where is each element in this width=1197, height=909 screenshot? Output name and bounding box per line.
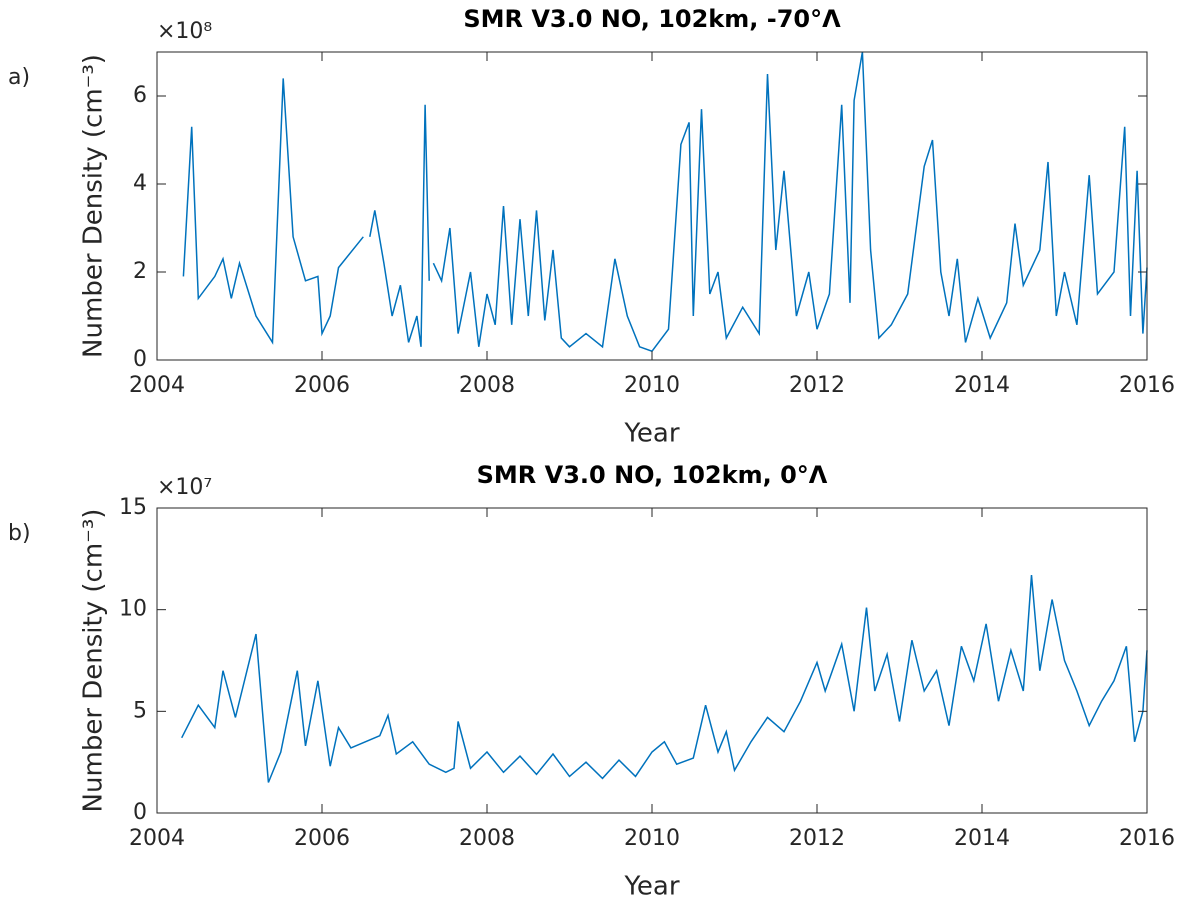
y-tick-label: 15: [119, 495, 147, 520]
plot-area: [157, 508, 1147, 813]
x-tick-label: 2016: [1119, 826, 1175, 851]
x-tick-label: 2014: [954, 373, 1010, 398]
data-line: [181, 575, 1148, 783]
y-tick-label: 0: [133, 800, 147, 825]
y-tick-label: 2: [133, 259, 147, 284]
x-tick-label: 2012: [789, 373, 845, 398]
chart-title: SMR V3.0 NO, 102km, 0°Λ: [477, 461, 828, 489]
y-tick-label: 0: [133, 347, 147, 372]
plot-area: [157, 52, 1147, 360]
x-tick-label: 2006: [294, 826, 350, 851]
y-tick-label: 4: [133, 171, 147, 196]
y-multiplier: ×10⁷: [157, 475, 212, 500]
y-tick-label: 10: [119, 597, 147, 622]
x-tick-label: 2008: [459, 373, 515, 398]
x-tick-label: 2004: [129, 826, 185, 851]
x-axis-label: Year: [623, 872, 679, 902]
data-line: [182, 51, 1148, 353]
y-multiplier: ×10⁸: [157, 19, 212, 44]
y-tick-label: 5: [133, 698, 147, 723]
x-tick-label: 2010: [624, 373, 680, 398]
x-tick-label: 2010: [624, 826, 680, 851]
x-tick-label: 2006: [294, 373, 350, 398]
x-axis-label: Year: [623, 419, 679, 449]
chart-title: SMR V3.0 NO, 102km, -70°Λ: [463, 5, 841, 33]
y-axis-label: Number Density (cm⁻³): [79, 54, 109, 358]
y-axis-label: Number Density (cm⁻³): [79, 509, 109, 813]
x-tick-label: 2008: [459, 826, 515, 851]
x-tick-label: 2012: [789, 826, 845, 851]
y-tick-label: 6: [133, 83, 147, 108]
x-tick-label: 2016: [1119, 373, 1175, 398]
panel-label: a): [8, 65, 30, 90]
panel-label: b): [8, 521, 31, 546]
x-tick-label: 2004: [129, 373, 185, 398]
x-tick-label: 2014: [954, 826, 1010, 851]
